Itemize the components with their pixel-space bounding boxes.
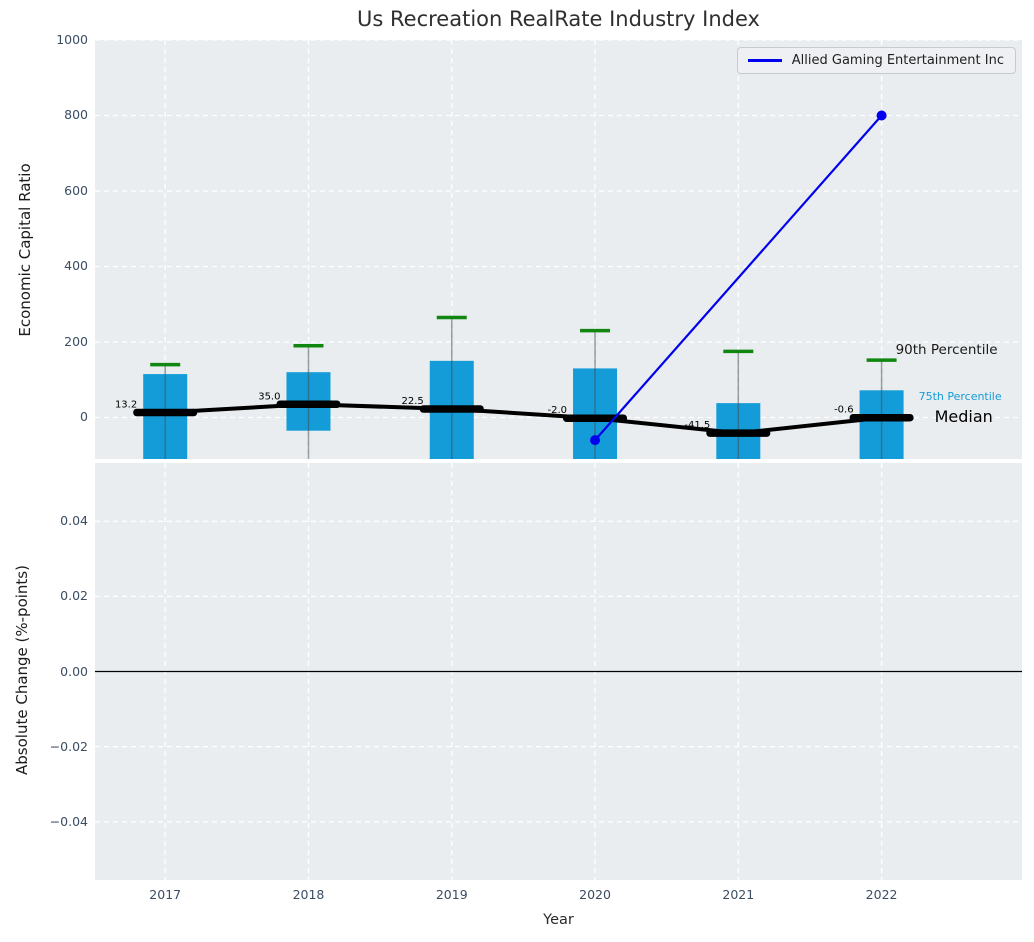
- series-point-marker: [590, 435, 601, 446]
- median-marker: [133, 408, 198, 417]
- annotation-90th-percentile: 90th Percentile: [895, 341, 998, 358]
- bottom-axes-canvas: [95, 463, 1022, 880]
- median-value-label: 22.5: [401, 396, 423, 407]
- y-tick-label-top: 800: [64, 107, 88, 123]
- y-tick-label-top: 400: [64, 258, 88, 274]
- median-marker: [849, 413, 914, 422]
- x-tick-label: 2022: [865, 887, 898, 902]
- series-point-marker: [876, 110, 887, 121]
- chart-title: Us Recreation RealRate Industry Index: [357, 7, 760, 31]
- median-line: [165, 402, 882, 436]
- median-marker: [419, 405, 484, 413]
- median-value-label: -2.0: [548, 405, 568, 416]
- median-value-label: -0.6: [834, 405, 854, 416]
- y-tick-label-bottom: −0.04: [49, 813, 88, 829]
- y-tick-label-bottom: −0.02: [49, 738, 88, 754]
- median-value-label: -41.5: [684, 420, 710, 431]
- legend: Allied Gaming Entertainment Inc: [736, 47, 1016, 74]
- y-tick-label-top: 0: [80, 409, 88, 425]
- annotation-75th-percentile: 75th Percentile: [918, 389, 1002, 403]
- x-axis-label: Year: [543, 912, 574, 928]
- median-marker: [563, 414, 628, 422]
- y-tick-label-bottom: 0.02: [60, 588, 88, 604]
- y-tick-label-top: 600: [64, 182, 88, 198]
- x-tick-label: 2018: [292, 887, 325, 902]
- company-series-line: [594, 114, 883, 441]
- median-value-label: 35.0: [258, 391, 280, 402]
- x-tick-label: 2019: [435, 887, 468, 902]
- annotation-median: Median: [934, 406, 993, 426]
- legend-line-sample: [747, 59, 782, 62]
- median-marker: [706, 429, 771, 437]
- y-tick-label-bottom: 0.04: [60, 513, 88, 529]
- y-tick-label-top: 200: [64, 333, 88, 349]
- legend-label: Allied Gaming Entertainment Inc: [791, 53, 1004, 68]
- x-tick-label: 2017: [149, 887, 182, 902]
- y-tick-label-top: 1000: [56, 32, 88, 47]
- median-value-label: 13.2: [115, 399, 137, 410]
- top-axes-canvas: 13.2 35.0 22.5 -2.0 -41.5 -0.6: [95, 40, 1022, 459]
- x-tick-label: 2020: [579, 887, 611, 902]
- y-tick-label-bottom: 0.00: [60, 663, 88, 679]
- median-marker: [276, 400, 341, 409]
- x-tick-label: 2021: [722, 887, 755, 902]
- bottom-axes: [95, 463, 1022, 880]
- top-axes: 13.2 35.0 22.5 -2.0 -41.5 -0.6 90th Percentil…: [95, 40, 1022, 459]
